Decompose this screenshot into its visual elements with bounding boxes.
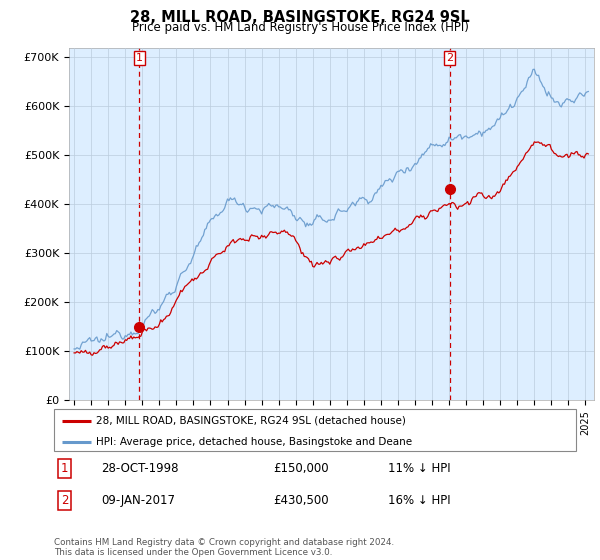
Text: 2: 2 (446, 53, 453, 63)
Text: 09-JAN-2017: 09-JAN-2017 (101, 493, 175, 507)
Text: 28, MILL ROAD, BASINGSTOKE, RG24 9SL: 28, MILL ROAD, BASINGSTOKE, RG24 9SL (130, 10, 470, 25)
Text: 28-OCT-1998: 28-OCT-1998 (101, 462, 178, 475)
Text: 28, MILL ROAD, BASINGSTOKE, RG24 9SL (detached house): 28, MILL ROAD, BASINGSTOKE, RG24 9SL (de… (96, 416, 406, 426)
Text: £430,500: £430,500 (273, 493, 329, 507)
Text: 11% ↓ HPI: 11% ↓ HPI (388, 462, 451, 475)
Text: 1: 1 (61, 462, 68, 475)
FancyBboxPatch shape (54, 409, 576, 451)
Text: £150,000: £150,000 (273, 462, 329, 475)
Text: 16% ↓ HPI: 16% ↓ HPI (388, 493, 451, 507)
Text: 1: 1 (136, 53, 143, 63)
Text: HPI: Average price, detached house, Basingstoke and Deane: HPI: Average price, detached house, Basi… (96, 437, 412, 446)
Text: 2: 2 (61, 493, 68, 507)
Text: Price paid vs. HM Land Registry's House Price Index (HPI): Price paid vs. HM Land Registry's House … (131, 21, 469, 34)
Text: Contains HM Land Registry data © Crown copyright and database right 2024.
This d: Contains HM Land Registry data © Crown c… (54, 538, 394, 557)
